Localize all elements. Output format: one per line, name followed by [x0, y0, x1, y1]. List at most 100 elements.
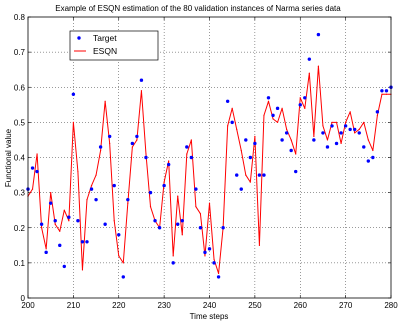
target-point: [107, 134, 112, 139]
legend-esqn-label: ESQN: [93, 46, 117, 56]
esqn-point: [340, 142, 342, 145]
target-point: [121, 275, 125, 279]
target-point: [230, 120, 234, 125]
target-point: [280, 138, 284, 142]
target-point: [244, 138, 248, 142]
target-point: [375, 110, 380, 114]
target-point: [44, 250, 48, 255]
esqn-point: [68, 220, 70, 222]
tick-labels: 200 210 220 230 240 250 260 270 280 0 0.1 0.2 0.3 0.4…: [14, 13, 398, 310]
target-point: [67, 215, 71, 219]
target-point: [135, 134, 139, 139]
y-tick-label: 0.5: [14, 118, 26, 127]
esqn-point: [313, 135, 315, 138]
target-point: [144, 155, 148, 160]
esqn-point: [254, 135, 256, 138]
target-point: [94, 197, 98, 202]
esqn-point: [118, 255, 120, 257]
target-point: [321, 131, 325, 135]
x-tick-label: 220: [112, 301, 126, 310]
target-point: [80, 240, 85, 244]
y-tick-label: 0.2: [14, 224, 26, 233]
esqn-point: [195, 206, 197, 208]
esqn-point: [36, 153, 38, 155]
target-point: [157, 226, 162, 230]
target-point: [148, 190, 153, 195]
esqn-point: [63, 209, 65, 211]
esqn-point: [272, 118, 274, 120]
target-point: [62, 264, 66, 269]
target-point: [180, 219, 184, 223]
esqn-point: [72, 121, 74, 123]
target-point: [76, 219, 80, 223]
target-point: [89, 187, 94, 191]
target-point: [85, 240, 89, 244]
esqn-point: [177, 195, 179, 197]
target-point: [176, 222, 180, 226]
esqn-point: [168, 160, 170, 162]
y-tick-label: 0.3: [14, 189, 26, 198]
esqn-point: [213, 258, 215, 260]
chart-title: Example of ESQN estimation of the 80 val…: [55, 4, 341, 13]
esqn-point: [317, 65, 319, 67]
target-point: [307, 57, 312, 61]
target-point: [362, 145, 366, 149]
esqn-point: [290, 139, 292, 141]
esqn-point: [385, 93, 388, 95]
target-point: [257, 173, 262, 177]
y-tick-label: 0.1: [14, 259, 26, 268]
target-point: [343, 124, 348, 128]
target-point: [316, 32, 321, 37]
target-point: [221, 226, 225, 230]
plot-frame: [27, 16, 392, 299]
esqn-point: [41, 227, 43, 229]
target-point: [58, 243, 62, 248]
y-tick-label: 0.8: [14, 13, 26, 22]
esqn-point: [376, 114, 378, 116]
target-point: [348, 127, 352, 132]
esqn-point: [109, 142, 111, 145]
legend-box: [69, 30, 159, 61]
y-tick-label: 0.7: [14, 48, 26, 57]
esqn-point: [104, 100, 106, 102]
esqn-point: [181, 234, 183, 236]
target-point: [266, 96, 271, 100]
target-point: [117, 233, 121, 237]
esqn-point: [77, 170, 79, 173]
esqn-point: [54, 223, 56, 225]
y-tick-label: 0.4: [14, 154, 26, 163]
target-point: [171, 261, 175, 265]
esqn-point: [267, 100, 270, 102]
target-point: [298, 103, 302, 107]
esqn-point: [304, 107, 306, 109]
target-point: [235, 173, 239, 177]
y-tick-label: 0: [21, 294, 26, 303]
esqn-point: [258, 244, 261, 246]
esqn-point: [240, 149, 242, 152]
esqn-point: [358, 128, 360, 130]
target-point: [153, 219, 157, 223]
esqn-point: [204, 255, 206, 257]
target-point: [207, 247, 212, 251]
esqn-point: [199, 213, 202, 215]
esqn-point: [299, 97, 301, 99]
esqn-point: [122, 262, 124, 264]
target-point: [312, 138, 316, 142]
legend: Target ESQN: [69, 30, 159, 61]
target-point: [275, 106, 280, 111]
x-tick-label: 230: [157, 301, 171, 310]
esqn-point: [100, 149, 102, 152]
y-tick-label: 0.6: [14, 83, 26, 92]
target-point: [194, 187, 198, 191]
target-point: [289, 148, 293, 153]
x-tick-label: 260: [294, 301, 308, 310]
target-point: [98, 145, 103, 149]
esqn-point: [322, 125, 324, 127]
esqn-point: [349, 111, 351, 113]
esqn-point: [217, 272, 220, 275]
target-point: [48, 201, 53, 205]
target-point: [203, 250, 207, 255]
target-point: [198, 226, 203, 230]
esqn-point: [249, 181, 251, 183]
x-tick-label: 250: [248, 301, 262, 310]
